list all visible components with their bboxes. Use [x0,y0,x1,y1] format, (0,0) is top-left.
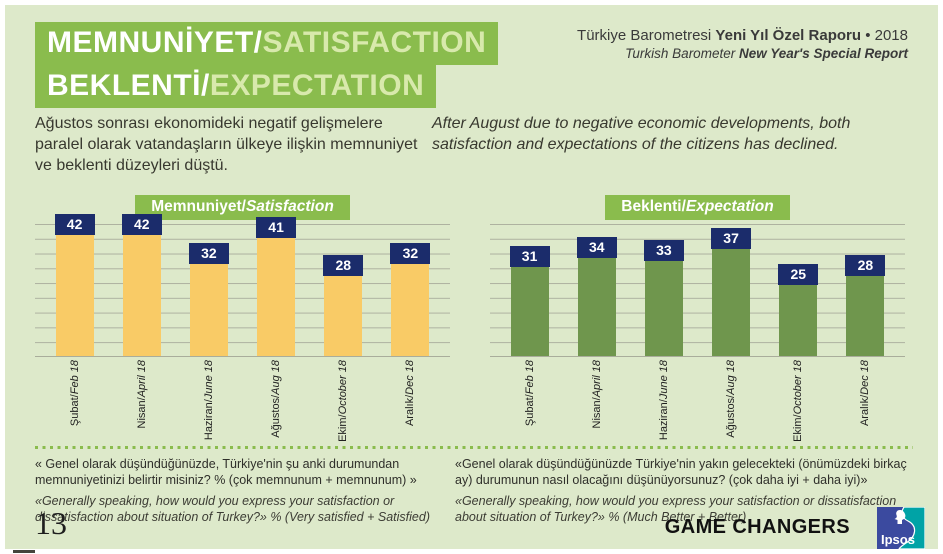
game-changers-label: GAME CHANGERS [664,516,850,538]
bar-slot: 31 [496,224,563,356]
x-axis-label: Haziran/June 18 [657,360,670,441]
x-axis-label: Şubat/Feb 18 [523,360,536,427]
bar-value-label: 34 [576,237,617,259]
title-english-1: SATISFACTION [262,26,487,59]
bar-value-label: 37 [711,228,752,250]
page-title: MEMNUNİYET/SATISFACTION BEKLENTİ/EXPECTA… [35,22,499,108]
expectation-chart: Beklenti/Expectation 31 34 33 37 25 28 Şubat/… [490,195,905,455]
bar-slot: 32 [175,224,242,356]
x-axis-label: Şubat/Feb 18 [68,360,81,427]
bar [55,232,94,356]
bar-slot: 28 [310,224,377,356]
x-axis-label: Ekim/October 18 [792,360,805,442]
footnote-expectation: «Genel olarak düşündüğünüzde Türkiye'nin… [455,457,917,526]
chart-title-badge: Beklenti/Expectation [605,195,790,220]
bar-value-label: 32 [188,243,229,265]
chart-title-english: Satisfaction [245,198,334,215]
x-axis-label: Ağustos/Aug 18 [270,360,283,438]
page-background: MEMNUNİYET/SATISFACTION BEKLENTİ/EXPECTA… [5,5,938,553]
x-axis-label: Nisan/April 18 [135,360,148,429]
title-line-satisfaction: MEMNUNİYET/SATISFACTION [35,22,499,65]
intro-paragraph-turkish: Ağustos sonrası ekonomideki negatif geli… [35,115,418,175]
footnote-turkish: «Genel olarak düşündüğünüzde Türkiye'nin… [455,457,907,487]
bar [846,273,885,356]
footnote-english: «Generally speaking, how would you expre… [455,494,897,524]
bar-slot: 32 [377,224,444,356]
satisfaction-chart: Memnuniyet/Satisfaction 42 42 32 41 28 32 Şub… [35,195,450,455]
bar-slot: 42 [108,213,175,356]
bar [644,259,683,356]
bar [391,262,430,356]
chart-title-english: Expectation [685,198,774,215]
x-axis-label: Ekim/October 18 [337,360,350,442]
bar [712,247,751,356]
bar-value-label: 31 [509,246,550,268]
chart-title-turkish: Memnuniyet/ [151,198,246,215]
report-meta: Türkiye Barometresi Yeni Yıl Özel Raporu… [577,27,908,61]
bar-slot: 28 [832,224,899,356]
chart-title-turkish: Beklenti/ [621,198,686,215]
footnote-turkish: « Genel olarak düşündüğünüzde, Türkiye'n… [35,457,417,487]
bar-slot: 42 [41,213,108,356]
title-english-2: EXPECTATION [209,69,425,102]
bar-value-label: 33 [643,240,684,262]
bar-slot: 34 [563,224,630,356]
ipsos-logo-icon: Ipsos [877,507,925,549]
x-axis-labels: Şubat/Feb 18 Nisan/April 18 Haziran/June 1… [35,360,450,455]
title-turkish-1: MEMNUNİYET/ [47,26,263,59]
intro-paragraph-english: After August due to negative economic de… [432,115,851,154]
bar [122,232,161,356]
bar [510,265,549,356]
bar-value-label: 42 [121,213,162,235]
report-title-year: • 2018 [861,27,908,44]
x-axis-label: Aralık/Dec 18 [859,360,872,427]
bar [324,273,363,356]
x-axis-label: Nisan/April 18 [590,360,603,429]
bar-value-label: 28 [845,254,886,276]
bar-value-label: 42 [54,213,95,235]
bar [779,282,818,356]
bar [577,256,616,356]
page-number: 13 [35,505,67,541]
plot-area: 42 42 32 41 28 32 [35,213,450,357]
bar-value-label: 28 [323,254,364,276]
x-axis-labels: Şubat/Feb 18 Nisan/April 18 Haziran/June 1… [490,360,905,455]
bar-value-label: 32 [390,243,431,265]
bar-value-label: 25 [778,263,819,285]
bar [257,235,296,356]
chart-title-badge: Memnuniyet/Satisfaction [135,195,350,220]
x-axis-label: Ağustos/Aug 18 [725,360,738,438]
x-axis-label: Haziran/June 18 [202,360,215,441]
x-axis-label: Aralık/Dec 18 [404,360,417,427]
bar [189,262,228,356]
bar-value-label: 41 [256,216,297,238]
bar-slot: 33 [630,224,697,356]
footnote-english: «Generally speaking, how would you expre… [35,494,430,524]
report-title-english: Turkish Barometer New Year's Special Rep… [577,46,908,61]
report-title-prefix: Türkiye Barometresi [577,27,716,44]
report-subtitle-bold: New Year's Special Report [738,46,908,61]
bar-slot: 41 [243,216,310,356]
svg-text:Ipsos: Ipsos [881,532,915,547]
report-title-bold: Yeni Yıl Özel Raporu [715,27,862,44]
dotted-divider [35,446,913,449]
page-edge-mark [13,550,35,553]
report-subtitle-prefix: Turkish Barometer [625,46,739,61]
bar-slot: 25 [765,224,832,356]
report-title-turkish: Türkiye Barometresi Yeni Yıl Özel Raporu… [577,27,908,44]
bar-slot: 37 [698,224,765,356]
title-turkish-2: BEKLENTİ/ [47,69,210,102]
footnote-satisfaction: « Genel olarak düşündüğünüzde, Türkiye'n… [35,457,440,526]
title-line-expectation: BEKLENTİ/EXPECTATION [35,65,437,108]
plot-area: 31 34 33 37 25 28 [490,224,905,357]
